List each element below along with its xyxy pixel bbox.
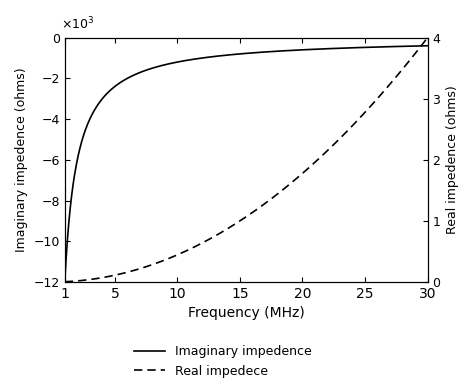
Y-axis label: Real impedence (ohms): Real impedence (ohms) — [446, 85, 459, 234]
Line: Imaginary impedence: Imaginary impedence — [65, 46, 428, 282]
X-axis label: Frequency (MHz): Frequency (MHz) — [188, 307, 305, 321]
Imaginary impedence — [222, 53, 228, 58]
Imaginary impedence — [351, 45, 357, 50]
Real impedece — [311, 161, 317, 166]
Real impedece — [62, 279, 68, 284]
Imaginary impedence — [99, 97, 105, 102]
Real impedece — [222, 228, 228, 233]
Real impedece — [209, 236, 214, 240]
Imaginary impedence — [62, 280, 68, 284]
Imaginary impedence — [345, 46, 351, 50]
Real impedece — [99, 275, 105, 280]
Imaginary impedence — [209, 55, 214, 59]
Text: $\times10^3$: $\times10^3$ — [61, 16, 94, 33]
Real impedece — [345, 128, 351, 133]
Y-axis label: Imaginary impedence (ohms): Imaginary impedence (ohms) — [15, 67, 28, 252]
Imaginary impedence — [425, 43, 430, 48]
Real impedece — [425, 35, 430, 40]
Legend: Imaginary impedence, Real impedece: Imaginary impedence, Real impedece — [128, 339, 318, 384]
Imaginary impedence — [311, 47, 317, 51]
Line: Real impedece: Real impedece — [65, 37, 428, 282]
Real impedece — [351, 121, 357, 126]
